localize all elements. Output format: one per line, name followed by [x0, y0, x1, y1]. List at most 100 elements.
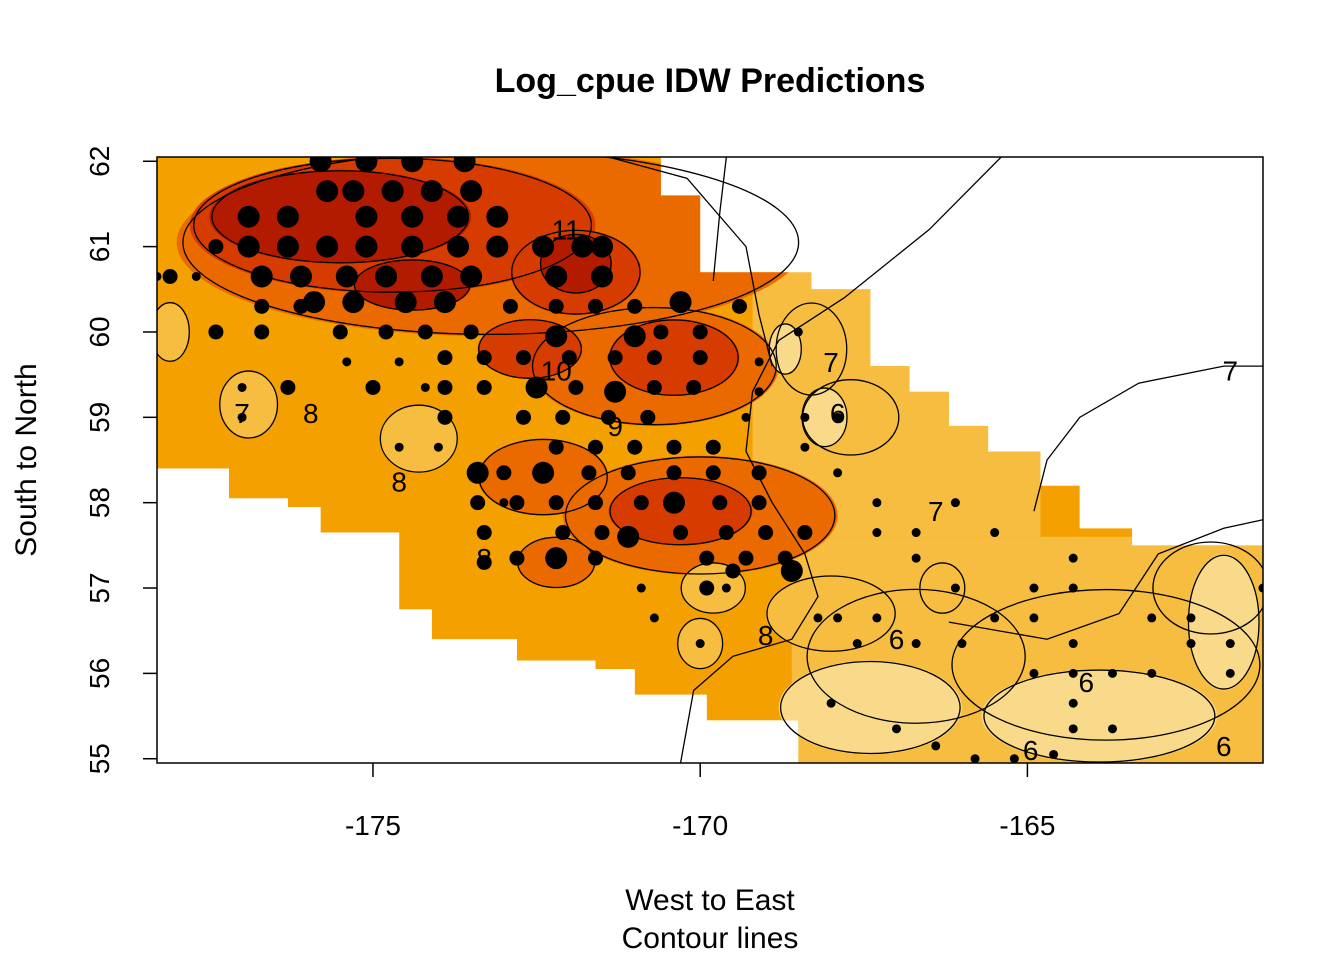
contour-line — [182, 157, 800, 335]
sample-point-medium — [601, 409, 617, 425]
sample-point-small — [970, 754, 980, 763]
sample-point-small — [833, 468, 843, 478]
sample-point-small — [420, 382, 430, 392]
sample-point-medium — [548, 439, 564, 455]
sample-point-large — [591, 235, 614, 258]
sample-point-large — [545, 265, 568, 288]
contour-label: 6 — [1023, 735, 1039, 766]
sample-point-medium — [646, 379, 662, 395]
sample-point-small — [911, 639, 921, 649]
contour-line — [766, 575, 896, 652]
contour-line — [531, 306, 777, 426]
sample-points — [157, 157, 1263, 763]
sample-point-large — [355, 205, 378, 228]
sample-point-small — [1068, 639, 1078, 649]
sample-point-medium — [476, 379, 492, 395]
contour-label: 7 — [1222, 355, 1238, 386]
contour-line — [219, 370, 279, 439]
surface-blob-level-6 — [219, 370, 279, 439]
y-tick-label: 60 — [84, 316, 115, 347]
contour-line — [680, 562, 746, 614]
sample-point-medium — [365, 379, 381, 395]
sample-point-medium — [254, 324, 270, 340]
y-tick-label: 58 — [84, 487, 115, 518]
sample-point-medium — [646, 350, 662, 366]
sample-point-medium — [476, 554, 492, 570]
sample-point-small — [695, 639, 705, 649]
sample-point-small — [1029, 613, 1039, 623]
sample-point-small — [990, 613, 1000, 623]
contour-label: 8 — [758, 620, 774, 651]
sample-point-medium — [751, 465, 767, 481]
sample-point-small — [1029, 668, 1039, 678]
x-tick-label: -175 — [345, 810, 401, 841]
x-axis-sublabel: Contour lines — [622, 922, 799, 955]
sample-point-small — [433, 442, 443, 452]
contour-line — [1187, 554, 1260, 690]
surface-blob-level-6 — [775, 302, 848, 396]
sample-point-medium — [633, 495, 649, 511]
sample-point-small — [1107, 724, 1117, 734]
sample-point-large — [525, 376, 548, 399]
sample-point-medium — [594, 525, 610, 541]
sample-point-medium — [627, 298, 643, 314]
sample-point-medium — [496, 465, 512, 481]
sample-point-small — [649, 613, 659, 623]
contour-line — [919, 562, 966, 614]
sample-point-small — [1147, 613, 1157, 623]
sample-point-large — [401, 157, 424, 173]
sample-point-medium — [437, 409, 453, 425]
sample-point-small — [394, 442, 404, 452]
sample-point-large — [394, 291, 417, 314]
sample-point-medium — [476, 350, 492, 366]
sample-point-medium — [653, 324, 669, 340]
sample-point-large — [486, 235, 509, 258]
sample-point-large — [355, 157, 378, 173]
sample-point-medium — [437, 350, 453, 366]
sample-point-small — [800, 442, 810, 452]
sample-point-small — [813, 613, 823, 623]
sample-point-large — [335, 265, 358, 288]
y-tick-label: 56 — [84, 658, 115, 689]
sample-point-medium — [555, 525, 571, 541]
sample-point-medium — [587, 550, 603, 566]
sample-point-medium — [666, 465, 682, 481]
sample-point-small — [157, 271, 162, 281]
sample-point-medium — [705, 439, 721, 455]
sample-point-large — [604, 380, 627, 403]
sample-point-large — [447, 205, 470, 228]
x-axis-label: West to East — [625, 884, 795, 917]
sample-point-medium — [777, 550, 793, 566]
sample-point-medium — [509, 495, 525, 511]
y-tick-label: 59 — [84, 402, 115, 433]
sample-point-large — [401, 235, 424, 258]
sample-point-small — [1068, 553, 1078, 563]
sample-point-medium — [208, 324, 224, 340]
sample-point-small — [826, 698, 836, 708]
sample-point-medium — [162, 268, 178, 284]
contour-label: 7 — [928, 496, 944, 527]
sample-point-small — [191, 271, 201, 281]
sample-point-large — [303, 291, 326, 314]
sample-point-small — [1147, 668, 1157, 678]
sample-point-small — [237, 382, 247, 392]
contour-line — [1152, 541, 1263, 635]
sample-point-medium — [797, 525, 813, 541]
sample-point-small — [342, 357, 352, 367]
sample-point-medium — [476, 525, 492, 541]
sample-point-small — [721, 583, 731, 593]
sample-point-small — [1029, 583, 1039, 593]
sample-point-small — [237, 412, 247, 422]
sample-point-medium — [548, 495, 564, 511]
sample-point-large — [460, 180, 483, 203]
x-tick-label: -170 — [672, 810, 728, 841]
contour-line — [948, 519, 1263, 640]
sample-point-small — [754, 387, 764, 397]
surface-blob-level-6 — [919, 562, 966, 614]
y-tick-label: 61 — [84, 231, 115, 262]
sample-point-large — [433, 291, 456, 314]
sample-point-medium — [587, 439, 603, 455]
sample-point-medium — [515, 350, 531, 366]
sample-point-medium — [699, 580, 715, 596]
contour-line — [608, 157, 773, 367]
